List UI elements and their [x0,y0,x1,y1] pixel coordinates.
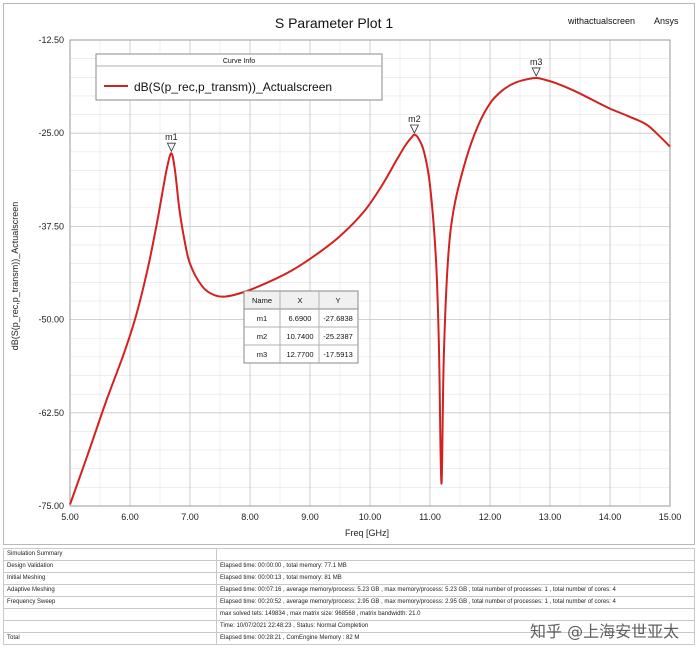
summary-value: Elapsed time: 00:00:13 , total memory: 8… [216,572,695,585]
summary-value: Elapsed time: 00:20:52 , average memory/… [216,596,695,609]
y-tick-label: -37.50 [38,221,64,231]
x-tick-label: 6.00 [121,512,139,522]
x-axis-title: Freq [GHz] [345,528,389,538]
marker-table-cell: m2 [257,332,267,341]
corner-label-brand: Ansys [654,16,679,26]
y-tick-label: -75.00 [38,501,64,511]
summary-row: Initial Meshing Elapsed time: 00:00:13 , … [3,572,695,585]
summary-value: Elapsed time: 00:07:16 , average memory/… [216,584,695,597]
x-tick-label: 7.00 [181,512,199,522]
marker-triangle[interactable] [531,67,541,77]
series-lines [69,77,671,505]
marker-table-cell: 10.7400 [286,332,313,341]
marker-table-cell: m1 [257,314,267,323]
y-tick-label: -25.00 [38,128,64,138]
x-tick-label: 12.00 [479,512,502,522]
summary-value: Elapsed time: 00:28:21 , ComEngine Memor… [216,632,695,645]
marker-table-header-y: Y [335,296,340,305]
marker-table-cell: -25.2387 [323,332,353,341]
summary-label: Total [3,632,217,645]
marker-label: m3 [530,57,543,67]
summary-value [216,548,695,561]
marker-table-header-name: Name [252,296,272,305]
watermark-text: 知乎 @上海安世亚太 [530,622,680,641]
summary-label: Adaptive Meshing [3,584,217,597]
summary-label: Simulation Summary [3,548,217,561]
x-tick-label: 10.00 [359,512,382,522]
x-tick-label: 5.00 [61,512,79,522]
summary-row: Total Elapsed time: 00:28:21 , ComEngine … [3,632,695,645]
x-tick-label: 14.00 [599,512,622,522]
summary-label: Design Validation [3,560,217,573]
plot-area-border [69,39,671,507]
summary-label [3,608,217,621]
marker-table: Name X Y m1 6.6900 -27.6838 m2 10.7400 -… [243,290,359,364]
markers: m1 m2 m3 [165,57,543,153]
marker-table-cell: 6.6900 [289,314,312,323]
chart-title: S Parameter Plot 1 [275,15,393,31]
marker-label: m2 [408,114,421,124]
summary-row: Time: 10/07/2021 22:48:23 , Status: Norm… [3,620,695,633]
marker-triangle[interactable] [409,124,420,134]
x-tick-label: 13.00 [539,512,562,522]
y-tick-label: -50.00 [38,315,64,325]
summary-row: Design Validation Elapsed time: 00:00:00 … [3,560,695,573]
x-tick-label: 8.00 [241,512,259,522]
summary-label [3,620,217,633]
marker-table-header-x: X [297,296,302,305]
simulation-summary-table: Simulation Summary Design Validation Elap… [3,548,695,645]
plot-frame: S Parameter Plot 1 withactualscreen Ansy… [3,3,695,545]
y-axis-title: dB(S(p_rec,p_transm))_Actualscreen [10,202,20,351]
y-tick-label: -62.50 [38,408,64,418]
summary-value: Elapsed time: 00:00:00 , total memory: 7… [216,560,695,573]
x-tick-label: 11.00 [419,512,441,522]
marker-table-cell: m3 [257,350,267,359]
marker-label: m1 [165,132,178,142]
x-tick-label: 15.00 [659,512,682,522]
marker-table-cell: -27.6838 [323,314,353,323]
marker-table-cell: -17.5913 [323,350,353,359]
summary-row: Adaptive Meshing Elapsed time: 00:07:16 ,… [3,584,695,597]
summary-row: Simulation Summary [3,548,695,561]
grid [69,39,671,507]
series-line [69,77,671,505]
summary-row: Frequency Sweep Elapsed time: 00:20:52 , … [3,596,695,609]
marker-table-cell: 12.7700 [286,350,313,359]
legend-box [95,53,383,101]
marker-table-header-bg [243,290,359,310]
legend[interactable]: Curve Info dB(S(p_rec,p_transm))_Actuals… [95,53,383,101]
axis-ticks: 5.00 6.00 7.00 8.00 9.00 10.00 11.00 12.00 13.00… [38,35,681,522]
y-tick-label: -12.50 [38,35,64,45]
corner-label-project: withactualscreen [567,16,635,26]
summary-label: Initial Meshing [3,572,217,585]
marker-triangle[interactable] [166,142,177,153]
summary-row: max solved tets: 149834 , max matrix siz… [3,608,695,621]
s-parameter-chart: S Parameter Plot 1 withactualscreen Ansy… [10,15,681,538]
legend-header: Curve Info [223,58,255,65]
x-tick-label: 9.00 [301,512,319,522]
legend-entry: dB(S(p_rec,p_transm))_Actualscreen [134,80,332,94]
summary-label: Frequency Sweep [3,596,217,609]
